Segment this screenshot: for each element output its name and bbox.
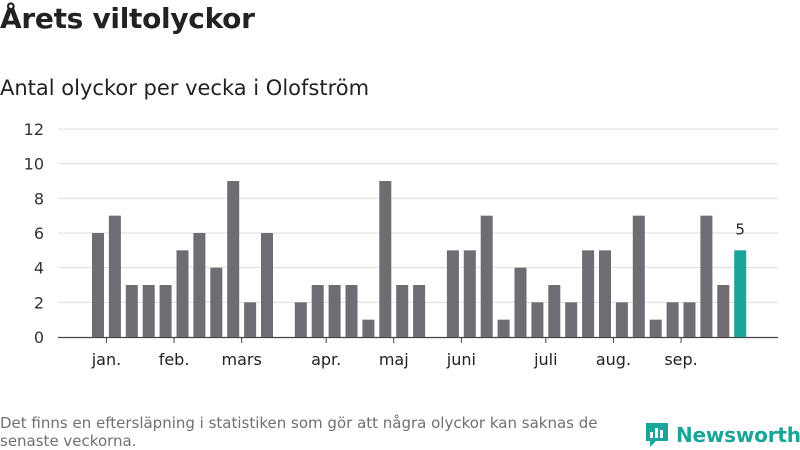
bar-week-26: [514, 267, 527, 337]
bar-week-33: [632, 215, 645, 337]
month-label: sep.: [664, 350, 697, 369]
bar-week-38: [717, 285, 730, 337]
newsworthy-icon: [646, 423, 668, 447]
annotations: 5: [735, 220, 745, 238]
bar-week-25: [497, 319, 510, 337]
bar-week-24: [480, 215, 493, 337]
chart-subtitle: Antal olyckor per vecka i Olofström: [0, 76, 370, 100]
y-axis-ticks: 0 2 4 6 8 10 12: [24, 120, 44, 347]
bar-week-2: [108, 215, 121, 337]
bar-week-1: [92, 233, 104, 337]
bar-week-31: [599, 250, 611, 337]
month-label: jan.: [91, 350, 121, 369]
month-label: mars: [221, 350, 261, 369]
bar-week-30: [582, 250, 595, 337]
highlight-value-label: 5: [735, 220, 745, 238]
y-tick-label: 6: [34, 224, 44, 243]
bar-week-14: [311, 285, 324, 337]
month-label: maj: [379, 350, 409, 369]
x-axis-month-labels: jan. feb. mars apr. maj juni juli aug. sep.: [91, 337, 698, 369]
bar-week-18: [379, 181, 392, 337]
bar-week-11: [261, 233, 273, 337]
brand-name: Newsworthy: [676, 423, 800, 447]
bar-week-9: [227, 181, 240, 337]
bar-week-3: [125, 285, 138, 337]
weekly-accidents-bar-chart: 0 2 4 6 8 10 12 jan. feb. mars apr. maj juni juli aug…: [24, 120, 778, 369]
bar-week-10: [244, 302, 257, 337]
bar-week-4: [142, 285, 155, 337]
bar-week-36: [683, 302, 696, 337]
bar-week-37: [700, 215, 713, 337]
bar-week-27: [531, 302, 544, 337]
y-tick-label: 10: [24, 155, 44, 174]
y-tick-label: 12: [24, 120, 44, 139]
bar-week-15: [328, 285, 341, 337]
bar-week-20: [413, 285, 426, 337]
newsworthy-logo[interactable]: Newsworthy: [644, 420, 800, 450]
bar-week-28: [548, 285, 561, 337]
month-label: juli: [533, 350, 557, 369]
bar-week-13: [294, 302, 307, 337]
month-label: apr.: [311, 350, 341, 369]
month-label: feb.: [159, 350, 190, 369]
bar-week-34: [649, 319, 662, 337]
bar-week-32: [615, 302, 628, 337]
month-label: aug.: [596, 350, 631, 369]
bar-week-29: [565, 302, 578, 337]
bar-week-17: [362, 319, 375, 337]
bar-week-16: [345, 285, 358, 337]
bar-week-5: [159, 285, 172, 337]
y-tick-label: 2: [34, 293, 44, 312]
bar-week-6: [176, 250, 189, 337]
footnote: Det finns en eftersläpning i statistiken…: [0, 414, 598, 450]
month-label: juni: [446, 350, 476, 369]
bar-week-8: [210, 267, 223, 337]
y-tick-label: 8: [34, 189, 44, 208]
y-tick-label: 4: [34, 259, 44, 278]
bar-week-22: [446, 250, 459, 337]
bar-week-35: [666, 302, 679, 337]
y-tick-label: 0: [34, 328, 44, 347]
chart-title: Årets viltolyckor: [0, 2, 255, 35]
bar-week-23: [463, 250, 476, 337]
bars: [92, 181, 747, 337]
bar-week-39: [734, 250, 747, 337]
bar-week-19: [396, 285, 409, 337]
bar-week-7: [193, 233, 206, 337]
